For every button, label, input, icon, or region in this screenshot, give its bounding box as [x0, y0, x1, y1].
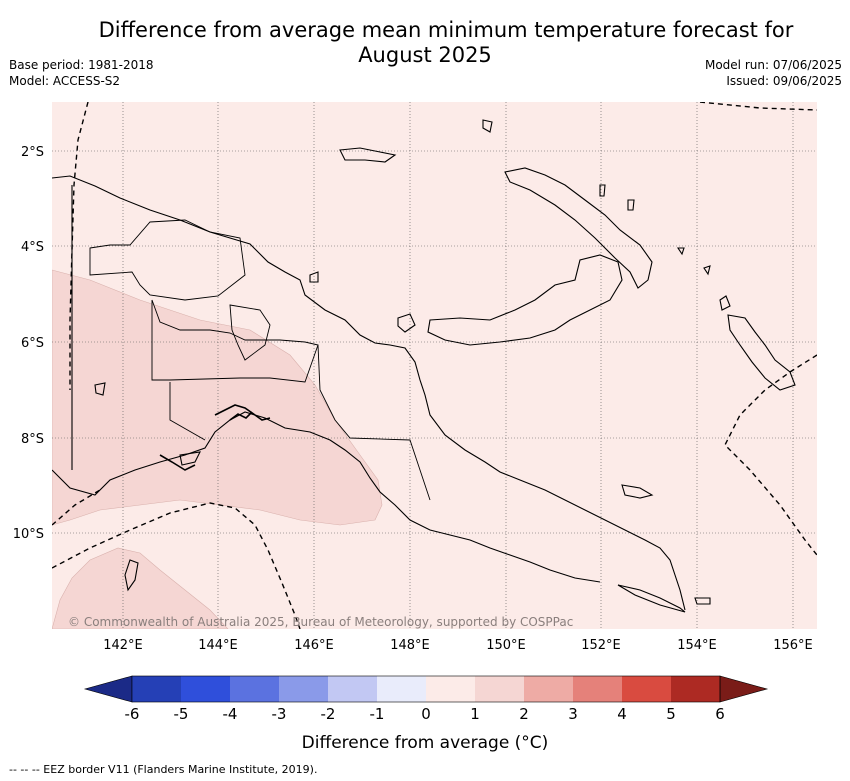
- model-run: Model run: 07/06/2025: [704, 58, 842, 72]
- lat-label: 8°S: [21, 432, 44, 447]
- colorbar-swatch: [671, 676, 720, 702]
- lat-label: 6°S: [21, 336, 44, 351]
- island-outlines: [94, 119, 796, 613]
- colorbar-swatch: [524, 676, 573, 702]
- lon-label: 148°E: [390, 638, 430, 653]
- lon-label: 154°E: [677, 638, 717, 653]
- lon-label: 142°E: [103, 638, 143, 653]
- colorbar-swatch: [279, 676, 328, 702]
- longitude-labels: 142°E 144°E 146°E 148°E 150°E 152°E 154°…: [103, 638, 813, 653]
- latitude-labels: 2°S 4°S 6°S 8°S 10°S: [13, 145, 44, 542]
- colorbar-swatch: [377, 676, 426, 702]
- colorbar-tick-labels: -6 -5 -4 -3 -2 -1 0 1 2 3 4 5 6: [125, 705, 725, 723]
- colorbar-tick-label: -2: [321, 705, 336, 723]
- colorbar-tick-label: 1: [470, 705, 480, 723]
- colorbar-extend-high: [719, 675, 769, 703]
- colorbar-swatch: [426, 676, 475, 702]
- colorbar-tick-label: -5: [174, 705, 189, 723]
- colorbar-swatch: [230, 676, 279, 702]
- colorbar-border: [131, 675, 721, 703]
- warm-anomaly-region-south: [52, 547, 229, 629]
- lat-label: 2°S: [21, 145, 44, 160]
- colorbar-tick-label: 0: [421, 705, 431, 723]
- colorbar-tick-label: -3: [272, 705, 287, 723]
- lon-label: 150°E: [486, 638, 526, 653]
- lon-label: 146°E: [294, 638, 334, 653]
- colorbar-tick-label: -1: [370, 705, 385, 723]
- gridlines: [52, 102, 817, 629]
- map-title: Difference from average mean minimum tem…: [0, 18, 850, 68]
- colorbar-tick-label: 6: [715, 705, 725, 723]
- colorbar-tick-label: -6: [125, 705, 140, 723]
- new-guinea-coast-south: [52, 411, 601, 583]
- eez-footnote: -- -- -- EEZ border V11 (Flanders Marine…: [9, 763, 318, 776]
- colorbar-swatch: [328, 676, 377, 702]
- lat-label: 4°S: [21, 240, 44, 255]
- colorbar-swatch: [622, 676, 671, 702]
- lon-label: 144°E: [198, 638, 238, 653]
- eez-borders: [52, 102, 817, 629]
- colorbar-swatch: [475, 676, 524, 702]
- new-guinea-coast-north: [52, 175, 686, 611]
- colorbar-tick-label: 2: [519, 705, 529, 723]
- colorbar-tick-label: 5: [666, 705, 676, 723]
- coastal-detail: [159, 404, 271, 471]
- meta-left: Base period: 1981-2018 Model: ACCESS-S2: [9, 57, 154, 89]
- model-name: Model: ACCESS-S2: [9, 74, 121, 88]
- colorbar: [83, 675, 769, 703]
- warm-anomaly-region-west: [52, 269, 383, 526]
- colorbar-swatch: [181, 676, 230, 702]
- colorbar-title: Difference from average (°C): [301, 733, 549, 753]
- title-line-2: August 2025: [358, 43, 492, 67]
- meta-right: Model run: 07/06/2025 Issued: 09/06/2025: [705, 57, 842, 89]
- title-line-1: Difference from average mean minimum tem…: [98, 18, 794, 42]
- copyright-text: © Commonwealth of Australia 2025, Bureau…: [68, 615, 573, 629]
- colorbar-extend-low: [83, 675, 133, 703]
- issued-date: Issued: 09/06/2025: [726, 74, 842, 88]
- coastlines: [52, 175, 686, 611]
- base-period: Base period: 1981-2018: [9, 58, 154, 72]
- lon-label: 156°E: [773, 638, 813, 653]
- colorbar-tick-label: 4: [617, 705, 627, 723]
- lon-label: 152°E: [581, 638, 621, 653]
- lat-label: 10°S: [13, 527, 44, 542]
- colorbar-swatch: [573, 676, 622, 702]
- colorbar-swatch: [132, 676, 181, 702]
- colorbar-tick-label: 3: [568, 705, 578, 723]
- colorbar-tick-label: -4: [223, 705, 238, 723]
